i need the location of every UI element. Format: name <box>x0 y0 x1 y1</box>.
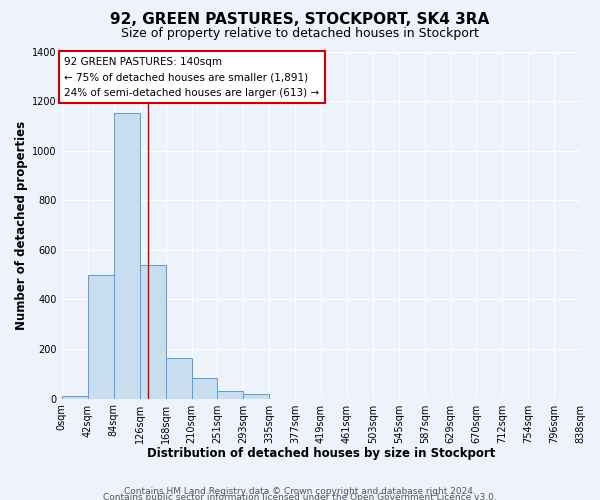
X-axis label: Distribution of detached houses by size in Stockport: Distribution of detached houses by size … <box>146 447 495 460</box>
Bar <box>140 264 166 398</box>
Bar <box>217 391 243 398</box>
Bar <box>62 396 88 398</box>
Bar <box>191 378 217 398</box>
Text: Contains public sector information licensed under the Open Government Licence v3: Contains public sector information licen… <box>103 493 497 500</box>
Text: 92, GREEN PASTURES, STOCKPORT, SK4 3RA: 92, GREEN PASTURES, STOCKPORT, SK4 3RA <box>110 12 490 28</box>
Text: Size of property relative to detached houses in Stockport: Size of property relative to detached ho… <box>121 28 479 40</box>
Bar <box>166 358 191 399</box>
Bar <box>243 394 269 398</box>
Bar <box>88 274 113 398</box>
Bar <box>113 114 140 399</box>
Y-axis label: Number of detached properties: Number of detached properties <box>15 120 28 330</box>
Text: Contains HM Land Registry data © Crown copyright and database right 2024.: Contains HM Land Registry data © Crown c… <box>124 487 476 496</box>
Text: 92 GREEN PASTURES: 140sqm
← 75% of detached houses are smaller (1,891)
24% of se: 92 GREEN PASTURES: 140sqm ← 75% of detac… <box>64 56 319 98</box>
